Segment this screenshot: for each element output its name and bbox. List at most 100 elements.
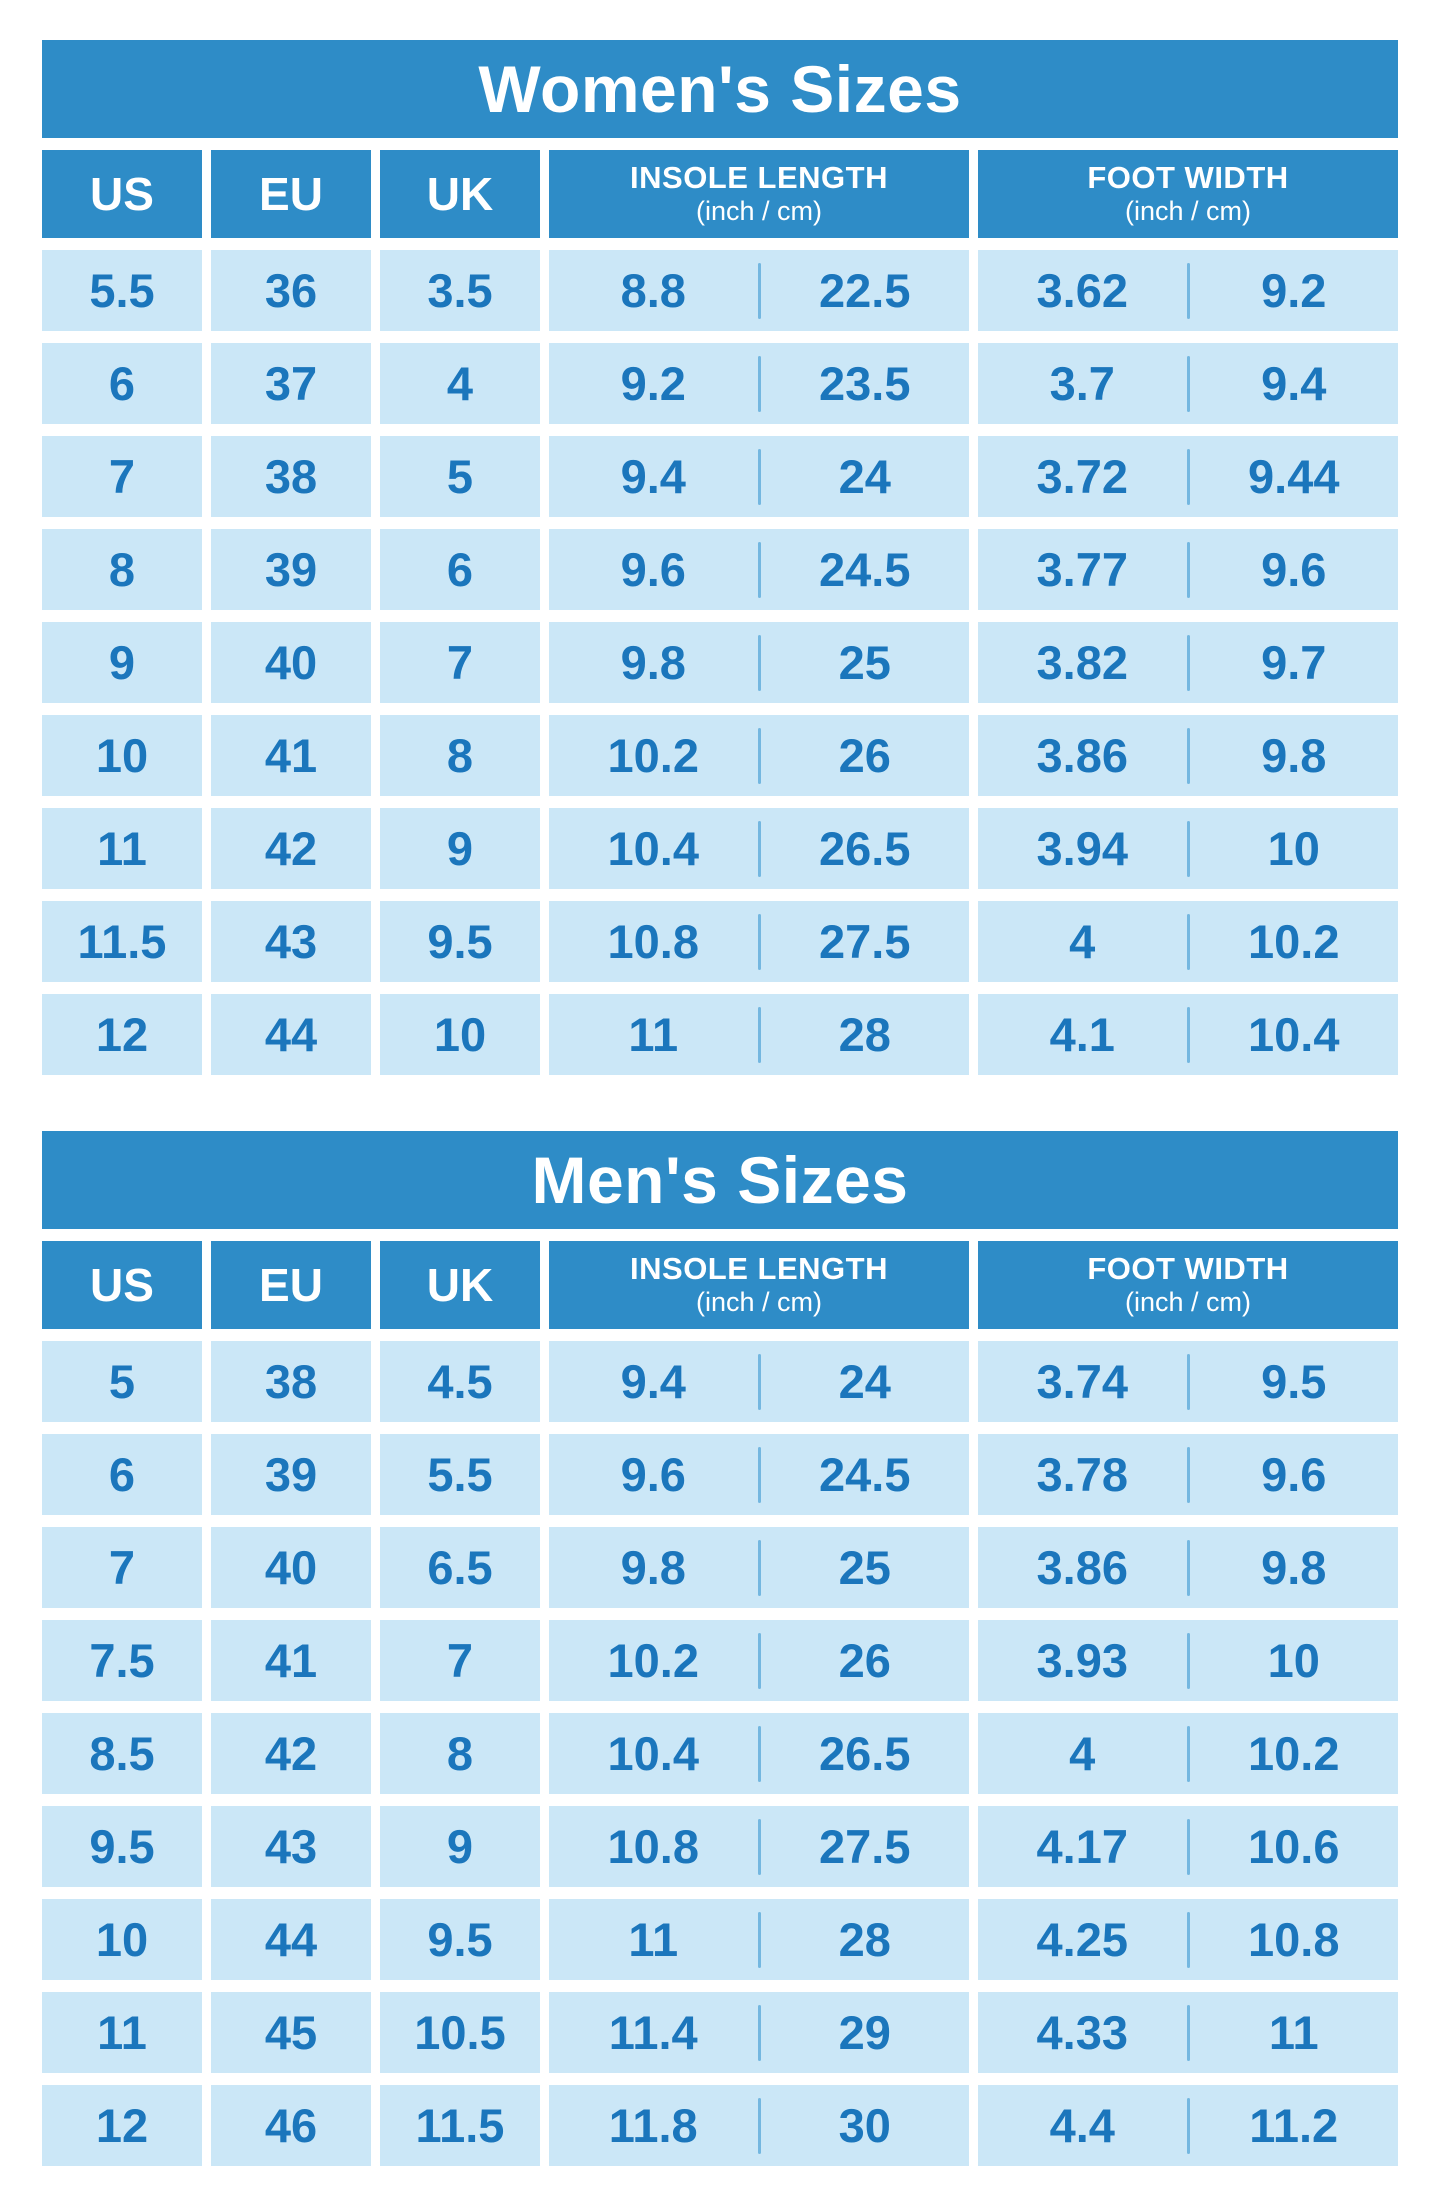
insole-cm-value: 24.5 — [819, 543, 911, 596]
cell-uk: 11.5 — [380, 2085, 540, 2166]
cell-insole: 11.8 30 — [549, 2085, 969, 2166]
cell-width: 3.93 10 — [978, 1620, 1398, 1701]
cell-us: 12 — [42, 994, 202, 1075]
inch-cm-divider — [1186, 2004, 1190, 2061]
cell-width: 3.86 9.8 — [978, 715, 1398, 796]
insole-inch-value: 11 — [628, 1008, 679, 1061]
inch-cm-divider — [1186, 820, 1190, 877]
cell-eu: 42 — [211, 1713, 371, 1794]
insole-cm-value: 26.5 — [819, 822, 911, 875]
mens-table-body: 5 38 4.5 9.4 24 3.74 9.5 6 39 5.5 9.6 24.5 3.78 9.6 7 4… — [42, 1341, 1398, 2166]
cell-insole: 9.8 25 — [549, 622, 969, 703]
cell-insole: 8.8 22.5 — [549, 250, 969, 331]
table-row: 11 45 10.5 11.4 29 4.33 11 — [42, 1992, 1398, 2073]
width-cm-value: 10.2 — [1248, 1727, 1340, 1780]
table-row: 11 42 9 10.4 26.5 3.94 10 — [42, 808, 1398, 889]
insole-inch-value: 11.4 — [608, 2006, 698, 2059]
cell-insole: 10.8 27.5 — [549, 1806, 969, 1887]
width-inch-value: 3.86 — [1036, 1541, 1128, 1594]
table-row: 8.5 42 8 10.4 26.5 4 10.2 — [42, 1713, 1398, 1794]
width-inch-value: 3.74 — [1036, 1355, 1128, 1408]
inch-cm-divider — [1186, 1725, 1190, 1782]
cell-width: 4.25 10.8 — [978, 1899, 1398, 1980]
inch-cm-divider — [757, 355, 761, 412]
inch-cm-divider — [1186, 1006, 1190, 1063]
insole-cm-value: 27.5 — [819, 1820, 911, 1873]
cell-width: 4.33 11 — [978, 1992, 1398, 2073]
insole-cm-value: 28 — [838, 1008, 891, 1061]
cell-eu: 43 — [211, 901, 371, 982]
cell-eu: 41 — [211, 715, 371, 796]
inch-cm-divider — [757, 913, 761, 970]
insole-length-units: (inch / cm) — [695, 1287, 822, 1318]
header-insole-length: INSOLE LENGTH (inch / cm) — [549, 150, 969, 238]
header-eu: EU — [211, 150, 371, 238]
width-inch-value: 4 — [1069, 1727, 1096, 1780]
cell-uk: 4 — [380, 343, 540, 424]
insole-cm-value: 24 — [838, 450, 891, 503]
width-cm-value: 10.8 — [1248, 1913, 1340, 1966]
width-cm-value: 10 — [1267, 1634, 1320, 1687]
width-inch-value: 3.78 — [1036, 1448, 1128, 1501]
width-inch-value: 4.33 — [1036, 2006, 1128, 2059]
cell-uk: 5 — [380, 436, 540, 517]
table-row: 9 40 7 9.8 25 3.82 9.7 — [42, 622, 1398, 703]
womens-table-title: Women's Sizes — [42, 40, 1398, 138]
cell-us: 6 — [42, 343, 202, 424]
inch-cm-divider — [757, 820, 761, 877]
width-cm-value: 10.4 — [1248, 1008, 1340, 1061]
cell-width: 3.74 9.5 — [978, 1341, 1398, 1422]
inch-cm-divider — [1186, 1353, 1190, 1410]
width-inch-value: 3.82 — [1036, 636, 1128, 689]
width-cm-value: 9.8 — [1261, 729, 1327, 782]
width-cm-value: 9.44 — [1248, 450, 1340, 503]
width-inch-value: 3.86 — [1036, 729, 1128, 782]
inch-cm-divider — [1186, 541, 1190, 598]
cell-width: 3.78 9.6 — [978, 1434, 1398, 1515]
insole-cm-value: 27.5 — [819, 915, 911, 968]
cell-insole: 9.8 25 — [549, 1527, 969, 1608]
header-us: US — [42, 150, 202, 238]
width-cm-value: 10.2 — [1248, 915, 1340, 968]
inch-cm-divider — [757, 1725, 761, 1782]
insole-cm-value: 25 — [838, 636, 891, 689]
header-us: US — [42, 1241, 202, 1329]
cell-insole: 10.4 26.5 — [549, 808, 969, 889]
cell-insole: 11.4 29 — [549, 1992, 969, 2073]
cell-eu: 41 — [211, 1620, 371, 1701]
cell-insole: 11 28 — [549, 1899, 969, 1980]
cell-uk: 9 — [380, 808, 540, 889]
womens-header-row: US EU UK INSOLE LENGTH (inch / cm) FOOT … — [42, 150, 1398, 238]
cell-us: 7 — [42, 1527, 202, 1608]
insole-cm-value: 26 — [838, 729, 891, 782]
womens-table-body: 5.5 36 3.5 8.8 22.5 3.62 9.2 6 37 4 9.2 23.5 3.7 9.4 7… — [42, 250, 1398, 1075]
width-cm-value: 10.6 — [1248, 1820, 1340, 1873]
cell-us: 9 — [42, 622, 202, 703]
inch-cm-divider — [1186, 262, 1190, 319]
cell-insole: 10.4 26.5 — [549, 1713, 969, 1794]
width-inch-value: 4.1 — [1049, 1008, 1115, 1061]
cell-insole: 9.6 24.5 — [549, 529, 969, 610]
table-row: 12 44 10 11 28 4.1 10.4 — [42, 994, 1398, 1075]
table-row: 12 46 11.5 11.8 30 4.4 11.2 — [42, 2085, 1398, 2166]
cell-us: 10 — [42, 715, 202, 796]
cell-width: 3.72 9.44 — [978, 436, 1398, 517]
width-cm-value: 9.6 — [1261, 1448, 1327, 1501]
cell-uk: 9.5 — [380, 1899, 540, 1980]
mens-header-row: US EU UK INSOLE LENGTH (inch / cm) FOOT … — [42, 1241, 1398, 1329]
cell-us: 12 — [42, 2085, 202, 2166]
width-inch-value: 4.17 — [1036, 1820, 1128, 1873]
header-uk: UK — [380, 1241, 540, 1329]
width-inch-value: 3.93 — [1036, 1634, 1128, 1687]
cell-eu: 37 — [211, 343, 371, 424]
cell-uk: 3.5 — [380, 250, 540, 331]
cell-us: 9.5 — [42, 1806, 202, 1887]
cell-width: 3.77 9.6 — [978, 529, 1398, 610]
table-row: 7 38 5 9.4 24 3.72 9.44 — [42, 436, 1398, 517]
cell-us: 7 — [42, 436, 202, 517]
insole-inch-value: 11 — [628, 1913, 679, 1966]
table-row: 9.5 43 9 10.8 27.5 4.17 10.6 — [42, 1806, 1398, 1887]
insole-inch-value: 9.6 — [620, 1448, 686, 1501]
insole-inch-value: 10.2 — [607, 1634, 699, 1687]
